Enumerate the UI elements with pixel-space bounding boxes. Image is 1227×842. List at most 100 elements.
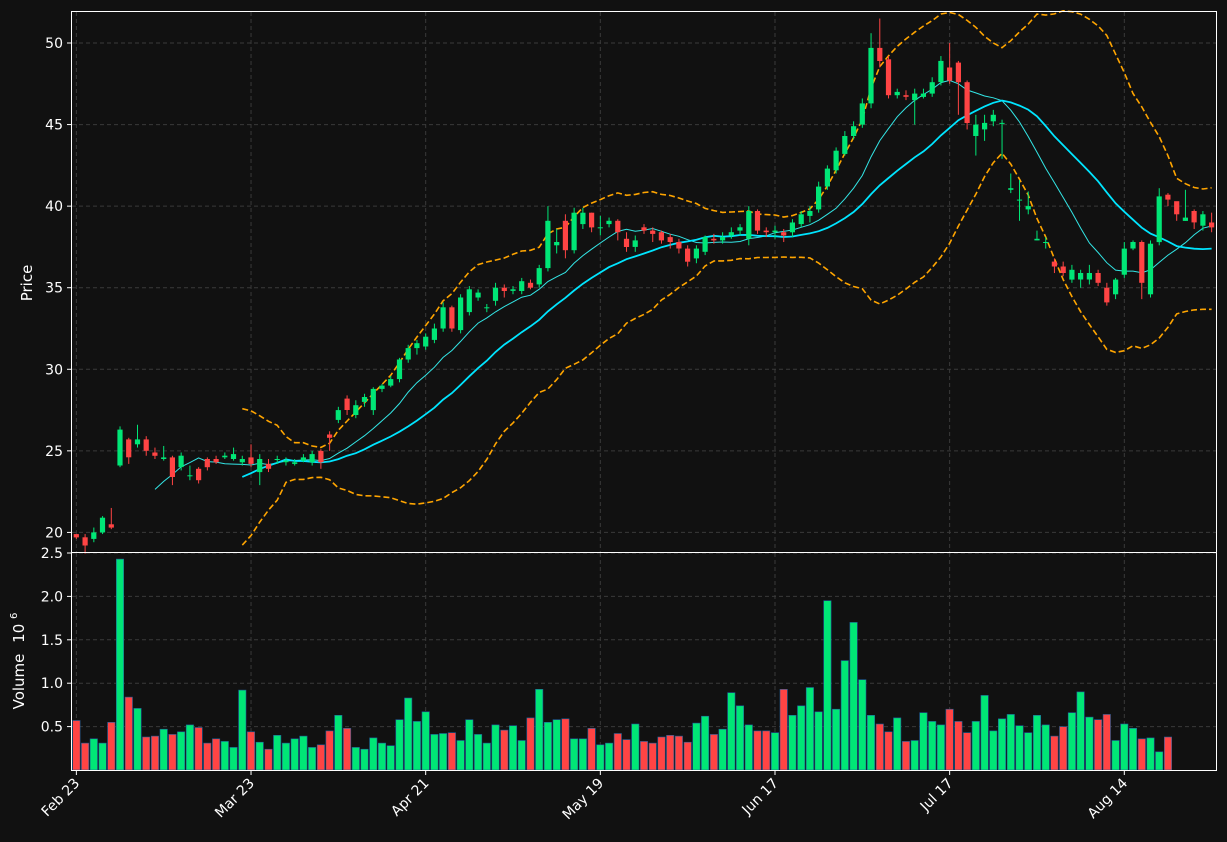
volume-bar <box>412 721 421 771</box>
candle-body <box>947 67 953 81</box>
candle-body <box>1165 194 1171 200</box>
volume-bar <box>666 734 675 771</box>
candle-body <box>1174 201 1180 215</box>
volume-bar <box>936 724 945 771</box>
volume-bar <box>910 740 919 771</box>
volume-bar <box>1006 714 1015 771</box>
candle-body <box>405 348 411 360</box>
candle-body <box>1095 273 1101 283</box>
volume-bar <box>701 715 710 771</box>
volume-bar <box>779 688 788 771</box>
volume-bar <box>805 687 814 771</box>
candle-body <box>833 150 839 171</box>
volume-bar <box>971 721 980 771</box>
volume-bar <box>482 742 491 771</box>
volume-bar <box>299 735 308 771</box>
candle-body <box>1086 273 1092 280</box>
volume-bar <box>1164 736 1173 771</box>
volume-bar <box>596 744 605 771</box>
volume-bar <box>980 695 989 771</box>
volume-bar <box>613 733 622 771</box>
candle-body <box>1200 214 1206 226</box>
volume-bar <box>1067 712 1076 771</box>
price-y-tick-label: 20 <box>45 525 63 541</box>
candle-body <box>1130 242 1136 249</box>
candle-body <box>379 385 385 389</box>
volume-bar <box>89 738 98 771</box>
candle-body <box>763 230 769 233</box>
candle-body <box>737 227 743 231</box>
candle-body <box>859 103 865 125</box>
candle-body <box>353 405 359 415</box>
volume-bar <box>116 558 125 771</box>
candle-body <box>728 232 734 236</box>
volume-bar <box>404 697 413 771</box>
volume-bar <box>194 727 203 771</box>
candle-body <box>903 95 909 97</box>
overlay-line-1 <box>241 99 1212 478</box>
volume-bar <box>631 723 640 771</box>
candle-body <box>990 114 996 122</box>
volume-bar <box>718 728 727 771</box>
volume-axis-label: Volume 10 6 <box>9 613 28 710</box>
volume-bar <box>587 727 596 771</box>
volume-bar <box>98 742 107 771</box>
volume-bar <box>360 748 369 771</box>
volume-bar <box>316 744 325 771</box>
candle-body <box>842 136 848 154</box>
candle-body <box>1025 206 1031 210</box>
volume-bar <box>622 739 631 771</box>
candle-body <box>789 222 795 233</box>
overlay-line-0 <box>154 79 1212 490</box>
volume-bar <box>1102 714 1111 771</box>
candle-body <box>1069 269 1075 280</box>
volume-bar <box>500 729 509 771</box>
volume-bar <box>884 731 893 771</box>
volume-bar <box>421 711 430 771</box>
price-y-tick-label: 45 <box>45 118 63 134</box>
volume-bar <box>107 721 116 771</box>
volume-bar <box>762 730 771 771</box>
volume-bar <box>954 721 963 771</box>
volume-bar <box>1085 716 1094 771</box>
volume-axis-label-power: 6 <box>9 613 20 619</box>
candle-body <box>1139 242 1145 283</box>
candle-body <box>423 336 429 347</box>
volume-bar <box>395 719 404 771</box>
volume-bar <box>727 692 736 771</box>
volume-y-ticks: 0.5 1.0 1.5 2.0 2.5 <box>41 546 72 736</box>
candle-body <box>152 452 158 456</box>
volume-bar <box>1050 735 1059 771</box>
volume-bar <box>1059 726 1068 771</box>
volume-bar <box>517 740 526 771</box>
candle-body <box>134 439 141 445</box>
candle-body <box>91 532 97 539</box>
volume-bar <box>997 718 1006 771</box>
volume-bar <box>648 742 657 771</box>
candle-body <box>754 211 761 231</box>
candle-body <box>309 454 315 463</box>
volume-bar <box>290 738 299 771</box>
candle-body <box>851 126 857 136</box>
candle-body <box>257 459 263 473</box>
candle-body <box>606 220 612 225</box>
volume-bar <box>858 679 867 771</box>
volume-y-tick-label: 1.5 <box>41 633 63 649</box>
volume-bar <box>273 734 282 771</box>
volume-bar <box>1033 714 1042 771</box>
volume-bar <box>1120 723 1129 771</box>
candle-body <box>816 186 822 210</box>
candle-body <box>73 534 79 538</box>
candle-body <box>1043 242 1049 243</box>
volume-bar <box>325 730 334 771</box>
volume-bar <box>177 731 186 771</box>
price-overlays <box>154 9 1212 546</box>
volume-bar <box>151 735 160 771</box>
candle-body <box>510 289 516 291</box>
candle-body <box>973 124 979 136</box>
candle-body <box>885 59 892 96</box>
volume-bar <box>1024 732 1033 771</box>
volume-bar <box>1111 740 1120 771</box>
